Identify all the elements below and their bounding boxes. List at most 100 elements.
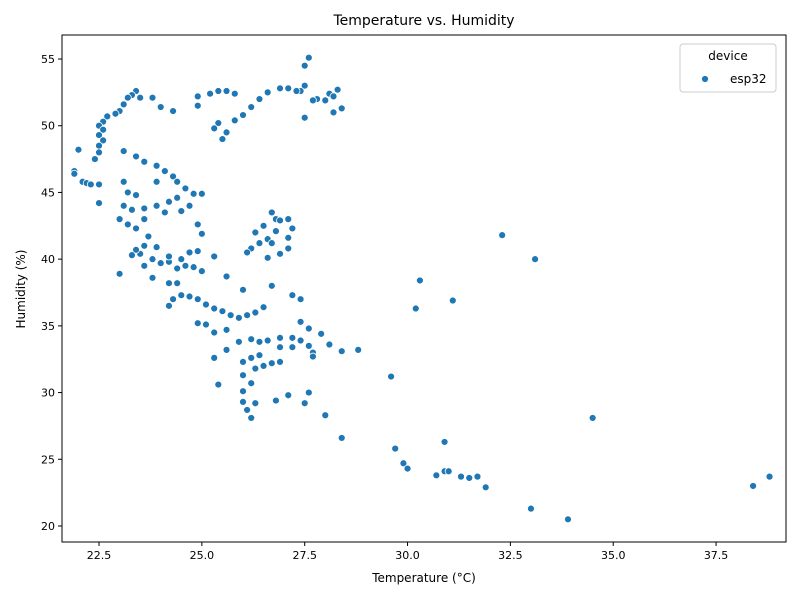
x-tick-label: 32.5	[498, 549, 523, 562]
data-point	[169, 107, 177, 115]
data-point	[234, 313, 243, 322]
data-point	[144, 232, 153, 241]
data-point	[288, 343, 297, 352]
data-point	[119, 100, 128, 109]
data-point	[284, 84, 293, 93]
data-point	[148, 273, 157, 282]
data-point	[222, 325, 231, 334]
data-point	[115, 269, 124, 278]
y-tick-label: 50	[41, 120, 55, 133]
data-point	[177, 255, 186, 264]
data-point	[95, 180, 103, 189]
data-point	[169, 295, 177, 304]
data-point	[148, 255, 157, 264]
data-point	[234, 337, 243, 346]
data-point	[411, 304, 420, 313]
data-point	[276, 333, 284, 342]
data-point	[272, 227, 280, 236]
data-point	[239, 398, 247, 406]
y-tick-label: 55	[41, 53, 55, 66]
data-point	[255, 351, 264, 360]
data-point	[210, 353, 219, 362]
chart-title: Temperature vs. Humidity	[332, 13, 514, 29]
points-layer	[70, 53, 774, 524]
data-point	[193, 101, 202, 110]
data-point	[132, 152, 140, 161]
data-point	[276, 216, 284, 225]
data-point	[276, 357, 284, 366]
y-axis-label: Humidity (%)	[14, 250, 28, 329]
data-point	[239, 387, 247, 396]
data-point	[160, 208, 169, 217]
data-point	[95, 148, 103, 157]
x-tick-label: 27.5	[292, 549, 317, 562]
data-point	[197, 267, 206, 276]
y-tick-label: 40	[41, 253, 55, 266]
data-point	[173, 279, 182, 288]
data-point	[399, 459, 408, 468]
data-point	[185, 201, 194, 210]
data-point	[156, 103, 165, 111]
data-point	[329, 92, 338, 101]
data-point	[300, 61, 309, 70]
data-point	[169, 172, 177, 181]
data-point	[177, 291, 186, 300]
data-point	[91, 155, 99, 163]
data-point	[193, 247, 202, 256]
data-point	[222, 272, 231, 281]
data-point	[123, 93, 132, 102]
data-point	[309, 352, 317, 361]
data-point	[140, 215, 149, 224]
data-point	[181, 261, 190, 270]
data-point	[251, 308, 260, 317]
data-point	[255, 337, 264, 346]
data-point	[99, 125, 108, 134]
data-point	[165, 252, 173, 261]
data-point	[481, 483, 490, 492]
data-point	[152, 177, 161, 186]
data-point	[173, 193, 182, 202]
data-point	[300, 399, 309, 408]
data-point	[177, 207, 186, 216]
data-point	[214, 87, 223, 95]
data-point	[185, 248, 194, 257]
data-point	[140, 241, 149, 250]
data-point	[309, 96, 317, 105]
data-point	[165, 301, 173, 310]
data-point	[95, 131, 103, 139]
data-point	[267, 359, 276, 368]
data-point	[296, 336, 305, 345]
data-point	[247, 379, 256, 388]
legend-marker-esp32	[701, 75, 709, 83]
data-point	[284, 233, 293, 242]
data-point	[189, 263, 198, 272]
data-point	[531, 255, 539, 264]
data-point	[222, 87, 231, 95]
data-point	[214, 380, 223, 389]
data-point	[239, 285, 247, 294]
data-point	[128, 251, 136, 260]
data-point	[156, 259, 165, 268]
data-point	[136, 93, 145, 102]
data-point	[103, 112, 112, 121]
data-point	[193, 220, 202, 229]
data-point	[222, 345, 231, 354]
legend: device esp32	[679, 43, 777, 93]
y-tick-label: 45	[41, 186, 55, 199]
data-point	[284, 391, 293, 400]
data-point	[86, 180, 95, 189]
data-point	[247, 414, 256, 422]
data-point	[218, 307, 227, 316]
data-point	[465, 474, 474, 482]
data-point	[115, 215, 124, 224]
data-point	[448, 296, 457, 305]
data-point	[173, 264, 182, 273]
data-point	[317, 329, 326, 338]
data-point	[259, 361, 268, 370]
data-point	[321, 96, 330, 105]
data-point	[185, 292, 194, 301]
data-point	[292, 87, 301, 95]
data-point	[95, 141, 103, 150]
data-point	[189, 189, 198, 198]
